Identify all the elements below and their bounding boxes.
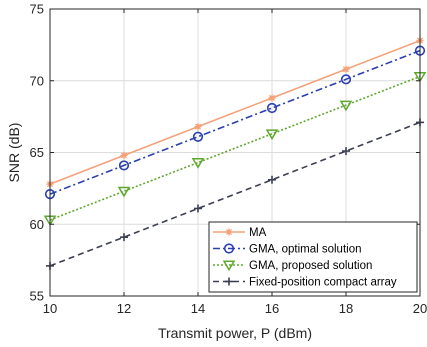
- legend-box: [208, 221, 418, 293]
- legend: MA GMA, optimal solution GMA, proposed sol…: [208, 221, 418, 293]
- series-0: [46, 36, 424, 188]
- series-1: [44, 45, 426, 200]
- y-tick-label: 65: [30, 145, 44, 160]
- x-tick-label: 12: [117, 301, 131, 316]
- y-tick-label: 75: [30, 2, 44, 17]
- data-point: [265, 129, 279, 141]
- series-line: [49, 121, 421, 267]
- data-point: [194, 204, 202, 213]
- x-axis-label: Transmit power, P (dBm): [158, 325, 312, 341]
- data-point: [118, 160, 130, 171]
- data-point: [191, 158, 205, 169]
- series-2: [43, 71, 427, 227]
- data-point: [342, 147, 350, 156]
- y-axis-label: SNR (dB): [6, 123, 22, 183]
- data-point: [266, 102, 278, 114]
- data-point: [194, 123, 202, 131]
- x-tick-label: 16: [265, 301, 279, 316]
- data-point: [342, 65, 350, 73]
- legend-marker: [223, 243, 235, 254]
- series-line: [49, 75, 421, 221]
- x-tick-label: 20: [413, 301, 427, 316]
- x-tick-label: 18: [339, 301, 353, 316]
- data-point: [120, 233, 128, 242]
- legend-entry: GMA, optimal solution: [213, 243, 362, 256]
- data-point: [268, 175, 276, 184]
- data-point: [340, 74, 352, 85]
- x-tick-label: 14: [191, 301, 205, 316]
- y-tick-label: 70: [30, 73, 44, 88]
- y-tick-label: 60: [30, 217, 44, 232]
- series-line: [49, 49, 421, 195]
- legend-entry: GMA, proposed solution: [213, 260, 372, 272]
- legend-label: GMA, proposed solution: [249, 260, 372, 272]
- data-point: [339, 100, 353, 112]
- axes: [49, 8, 421, 297]
- legend-entry: MA: [213, 227, 267, 239]
- legend-label: GMA, optimal solution: [249, 244, 362, 256]
- legend-marker: [222, 260, 236, 272]
- legend-label: MA: [249, 227, 267, 239]
- data-point: [117, 186, 131, 198]
- legend-label: Fixed-position compact array: [249, 277, 397, 289]
- x-tick-label: 10: [43, 301, 57, 316]
- data-point: [120, 151, 128, 159]
- data-point: [268, 94, 276, 102]
- legend-entry: Fixed-position compact array: [213, 277, 397, 289]
- y-tick-label: 55: [30, 289, 44, 304]
- series-line: [49, 39, 421, 185]
- legend-marker: [225, 277, 233, 286]
- tick-labels: 10 12 14 16 18 20 55 60 65 70 75: [30, 2, 427, 317]
- legend-marker: [225, 228, 233, 236]
- data-point: [192, 131, 204, 142]
